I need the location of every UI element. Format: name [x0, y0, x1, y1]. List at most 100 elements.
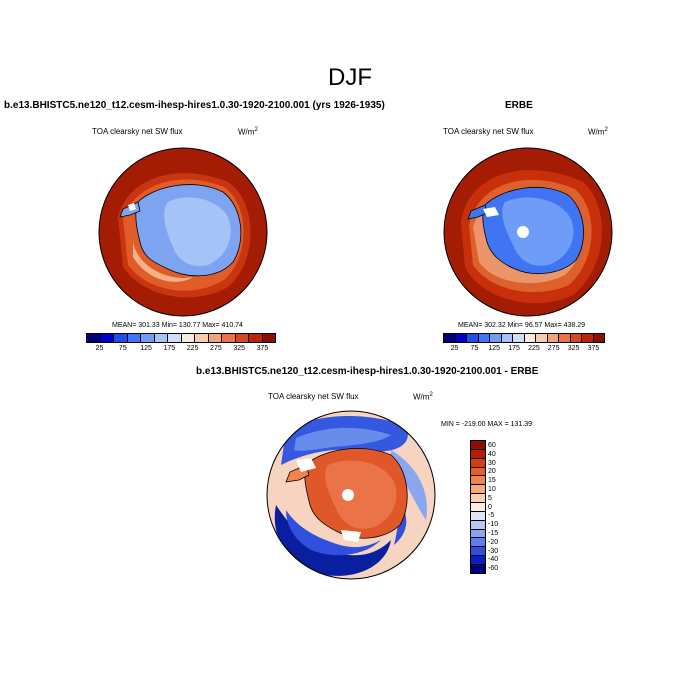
obs-units-label: W/m2 [588, 127, 608, 137]
colorbar-swatch [471, 556, 485, 566]
colorbar-swatch [222, 334, 236, 342]
colorbar-swatch [141, 334, 155, 342]
colorbar-tick-label: 20 [488, 468, 496, 476]
colorbar-tick-label: 375 [587, 345, 600, 352]
colorbar-swatch [513, 334, 525, 342]
obs-stats: MEAN= 302.32 Min= 96.57 Max= 438.29 [458, 322, 586, 329]
model-units-label: W/m2 [238, 127, 258, 137]
colorbar-swatch [582, 334, 594, 342]
colorbar-swatch [471, 547, 485, 557]
colorbar-tick-label: 10 [488, 486, 496, 493]
colorbar-tick-label: -30 [488, 547, 499, 555]
model-map-border [98, 147, 268, 317]
colorbar-tick-label: -60 [488, 565, 499, 573]
colorbar-swatch [208, 334, 222, 342]
colorbar-tick-label: 125 [140, 345, 152, 352]
colorbar-swatch [478, 334, 490, 342]
colorbar-tick-label: 40 [488, 450, 496, 458]
colorbar-swatch [471, 449, 485, 459]
diff-variable-label: TOA clearsky net SW flux [268, 392, 359, 401]
colorbar-tick-label: 275 [547, 345, 560, 352]
model-variable-label: TOA clearsky net SW flux [92, 127, 183, 136]
colorbar-tick-label: 15 [488, 477, 496, 485]
colorbar-swatch [471, 520, 485, 530]
colorbar-swatch [501, 334, 513, 342]
colorbar-swatch [471, 476, 485, 486]
colorbar-tick-label: -10 [488, 521, 499, 529]
diff-polar-map [266, 410, 436, 580]
colorbar-tick-label: 75 [118, 345, 127, 352]
colorbar-swatch [262, 334, 275, 342]
colorbar-tick-label: 30 [488, 459, 496, 467]
obs-panel-title: ERBE [505, 100, 533, 111]
model-stats: MEAN= 301.33 Min= 130.77 Max= 410.74 [112, 322, 243, 329]
diff-panel-title: b.e13.BHISTC5.ne120_t12.cesm-ihesp-hires… [196, 366, 539, 377]
diff-colorbar-labels: 60 40 30 20 15 10 5 0 -5 -10 -15 -20 -30 -40 -60 [488, 442, 518, 574]
colorbar-swatch [471, 503, 485, 512]
colorbar-swatch [195, 334, 209, 342]
colorbar-tick-label: 60 [488, 442, 496, 449]
colorbar-tick-label: 0 [488, 503, 492, 511]
diff-stats: MIN = -219.00 MAX = 131.39 [441, 421, 533, 428]
colorbar-swatch [181, 334, 195, 342]
diff-map-border [266, 410, 436, 580]
colorbar-swatch [168, 334, 182, 342]
colorbar-tick-label: 275 [210, 345, 222, 352]
model-polar-map [98, 147, 268, 317]
colorbar-tick-label: 375 [256, 345, 269, 352]
colorbar-tick-label: 175 [508, 345, 520, 352]
obs-variable-label: TOA clearsky net SW flux [443, 127, 534, 136]
colorbar-swatch [471, 494, 485, 504]
colorbar-swatch [471, 441, 485, 450]
colorbar-swatch [524, 334, 536, 342]
colorbar-tick-label: -15 [488, 530, 499, 537]
diff-pole-hole [342, 489, 354, 501]
colorbar-swatch [471, 538, 485, 548]
obs-polar-map [443, 147, 613, 317]
colorbar-swatch [87, 334, 101, 342]
model-colorbar: 25 75 125 175 225 275 325 375 [86, 333, 276, 353]
colorbar-swatch [471, 529, 485, 539]
colorbar-tick-label: 25 [450, 345, 459, 352]
figure-title: DJF [328, 64, 372, 91]
colorbar-swatch [471, 467, 485, 477]
colorbar-swatch [154, 334, 168, 342]
obs-pole-hole [517, 226, 529, 238]
colorbar-tick-label: -5 [488, 512, 495, 520]
colorbar-tick-label: 325 [567, 345, 580, 352]
colorbar-swatch [455, 334, 467, 342]
colorbar-swatch [467, 334, 479, 342]
colorbar-swatch [235, 334, 249, 342]
model-panel-title: b.e13.BHISTC5.ne120_t12.cesm-ihesp-hires… [4, 100, 385, 111]
colorbar-tick-label: 125 [488, 345, 501, 352]
colorbar-swatch [471, 485, 485, 495]
colorbar-swatch [547, 334, 559, 342]
colorbar-tick-label: 5 [488, 494, 492, 502]
colorbar-swatch [471, 511, 485, 521]
colorbar-swatch [444, 334, 456, 342]
colorbar-swatch [471, 458, 485, 468]
colorbar-swatch [536, 334, 548, 342]
colorbar-swatch [471, 565, 485, 573]
diff-colorbar [470, 440, 486, 574]
colorbar-swatch [100, 334, 114, 342]
colorbar-tick-label: -40 [488, 556, 499, 564]
colorbar-swatch [127, 334, 141, 342]
colorbar-tick-label: 225 [528, 345, 540, 352]
colorbar-tick-label: 175 [163, 345, 176, 352]
colorbar-tick-label: 225 [186, 345, 199, 352]
obs-map-border [443, 147, 613, 317]
colorbar-tick-label: 75 [470, 345, 479, 352]
colorbar-swatch [249, 334, 263, 342]
colorbar-tick-label: 325 [233, 345, 245, 352]
colorbar-swatch [490, 334, 502, 342]
colorbar-swatch [593, 334, 604, 342]
colorbar-swatch [114, 334, 128, 342]
obs-colorbar: 25 75 125 175 225 275 325 375 [443, 333, 605, 353]
diff-units-label: W/m2 [413, 392, 433, 402]
colorbar-tick-label: 25 [95, 345, 104, 352]
diff-neg-south [274, 505, 391, 576]
colorbar-tick-label: -20 [488, 538, 499, 546]
colorbar-swatch [570, 334, 582, 342]
colorbar-swatch [559, 334, 571, 342]
